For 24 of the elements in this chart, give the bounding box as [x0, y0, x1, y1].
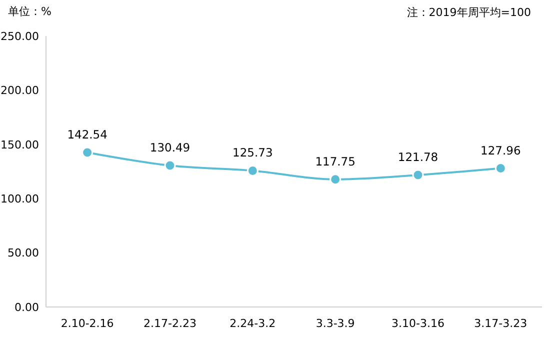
point [164, 160, 176, 172]
x-tick-label: 2.24-3.2 [230, 317, 276, 330]
y-tick-label: 0.00 [14, 300, 39, 314]
y-tick-label: 50.00 [8, 246, 39, 260]
x-tick-label: 3.17-3.23 [474, 317, 528, 330]
point [330, 174, 342, 186]
data-label: 125.73 [232, 146, 273, 160]
data-label: 130.49 [150, 140, 190, 155]
point [412, 169, 424, 181]
y-tick-label: 150.00 [0, 138, 39, 152]
x-tick-label: 3.3-3.9 [316, 317, 355, 330]
text: 注：2019年周平均=100 [406, 6, 531, 19]
data-label: 117.75 [315, 154, 356, 168]
data-label: 121.78 [398, 150, 438, 164]
point [82, 146, 94, 158]
x-tick-label: 3.10-3.16 [392, 317, 444, 330]
y-tick-label: 200.00 [0, 84, 39, 98]
data-label: 142.54 [67, 127, 108, 142]
x-tick-label: 2.17-2.23 [144, 317, 196, 330]
data-label: 127.96 [480, 143, 521, 158]
y-tick-label: 250.00 [0, 30, 39, 43]
y-tick-label: 100.00 [0, 192, 39, 206]
x-tick-label: 2.10-2.16 [60, 317, 114, 330]
y-axis-title: 单位：% [8, 5, 52, 18]
